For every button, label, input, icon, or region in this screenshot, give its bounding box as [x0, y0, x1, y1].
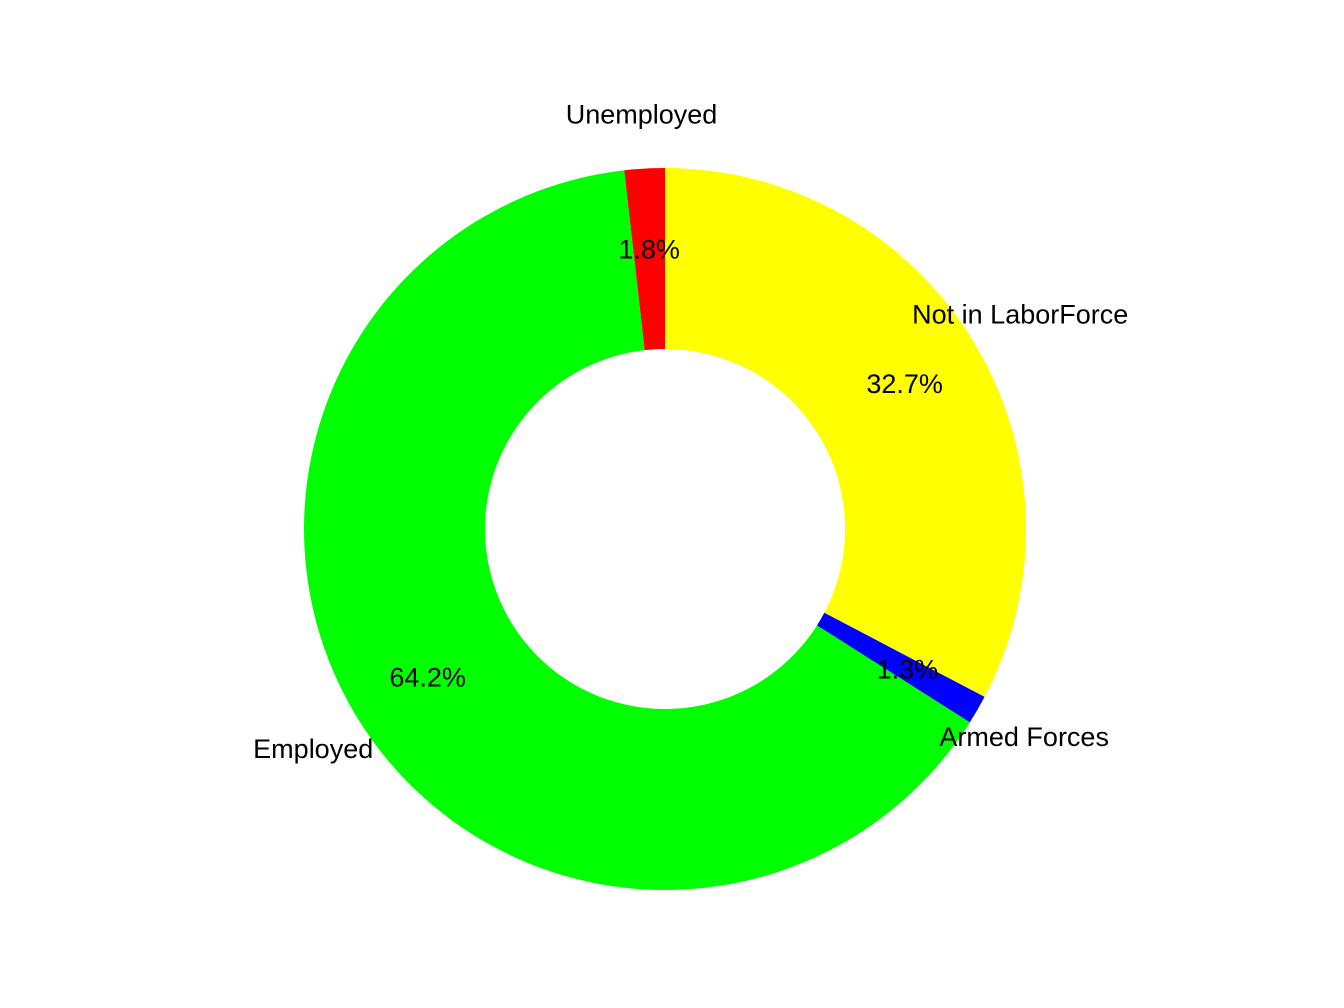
percent-label-armed-forces: 1.3%	[877, 654, 939, 684]
category-label-unemployed: Unemployed	[566, 100, 718, 130]
percent-label-employed: 64.2%	[389, 663, 466, 693]
category-label-armed-forces: Armed Forces	[939, 722, 1109, 752]
slice-not-in-laborforce	[665, 168, 1026, 697]
slice-employed	[303, 170, 970, 890]
slice-unemployed	[624, 168, 665, 351]
donut-slices	[303, 168, 1026, 890]
percent-label-not-in-laborforce: 32.7%	[866, 369, 943, 399]
slice-armed-forces	[816, 612, 985, 723]
category-label-not-in-laborforce: Not in LaborForce	[912, 299, 1128, 329]
percent-label-unemployed: 1.8%	[618, 234, 680, 264]
category-label-employed: Employed	[253, 734, 373, 764]
percent-labels: 32.7% 1.3% 64.2% 1.8%	[389, 234, 943, 692]
category-labels: Not in LaborForce Armed Forces Employed Une…	[253, 100, 1128, 764]
